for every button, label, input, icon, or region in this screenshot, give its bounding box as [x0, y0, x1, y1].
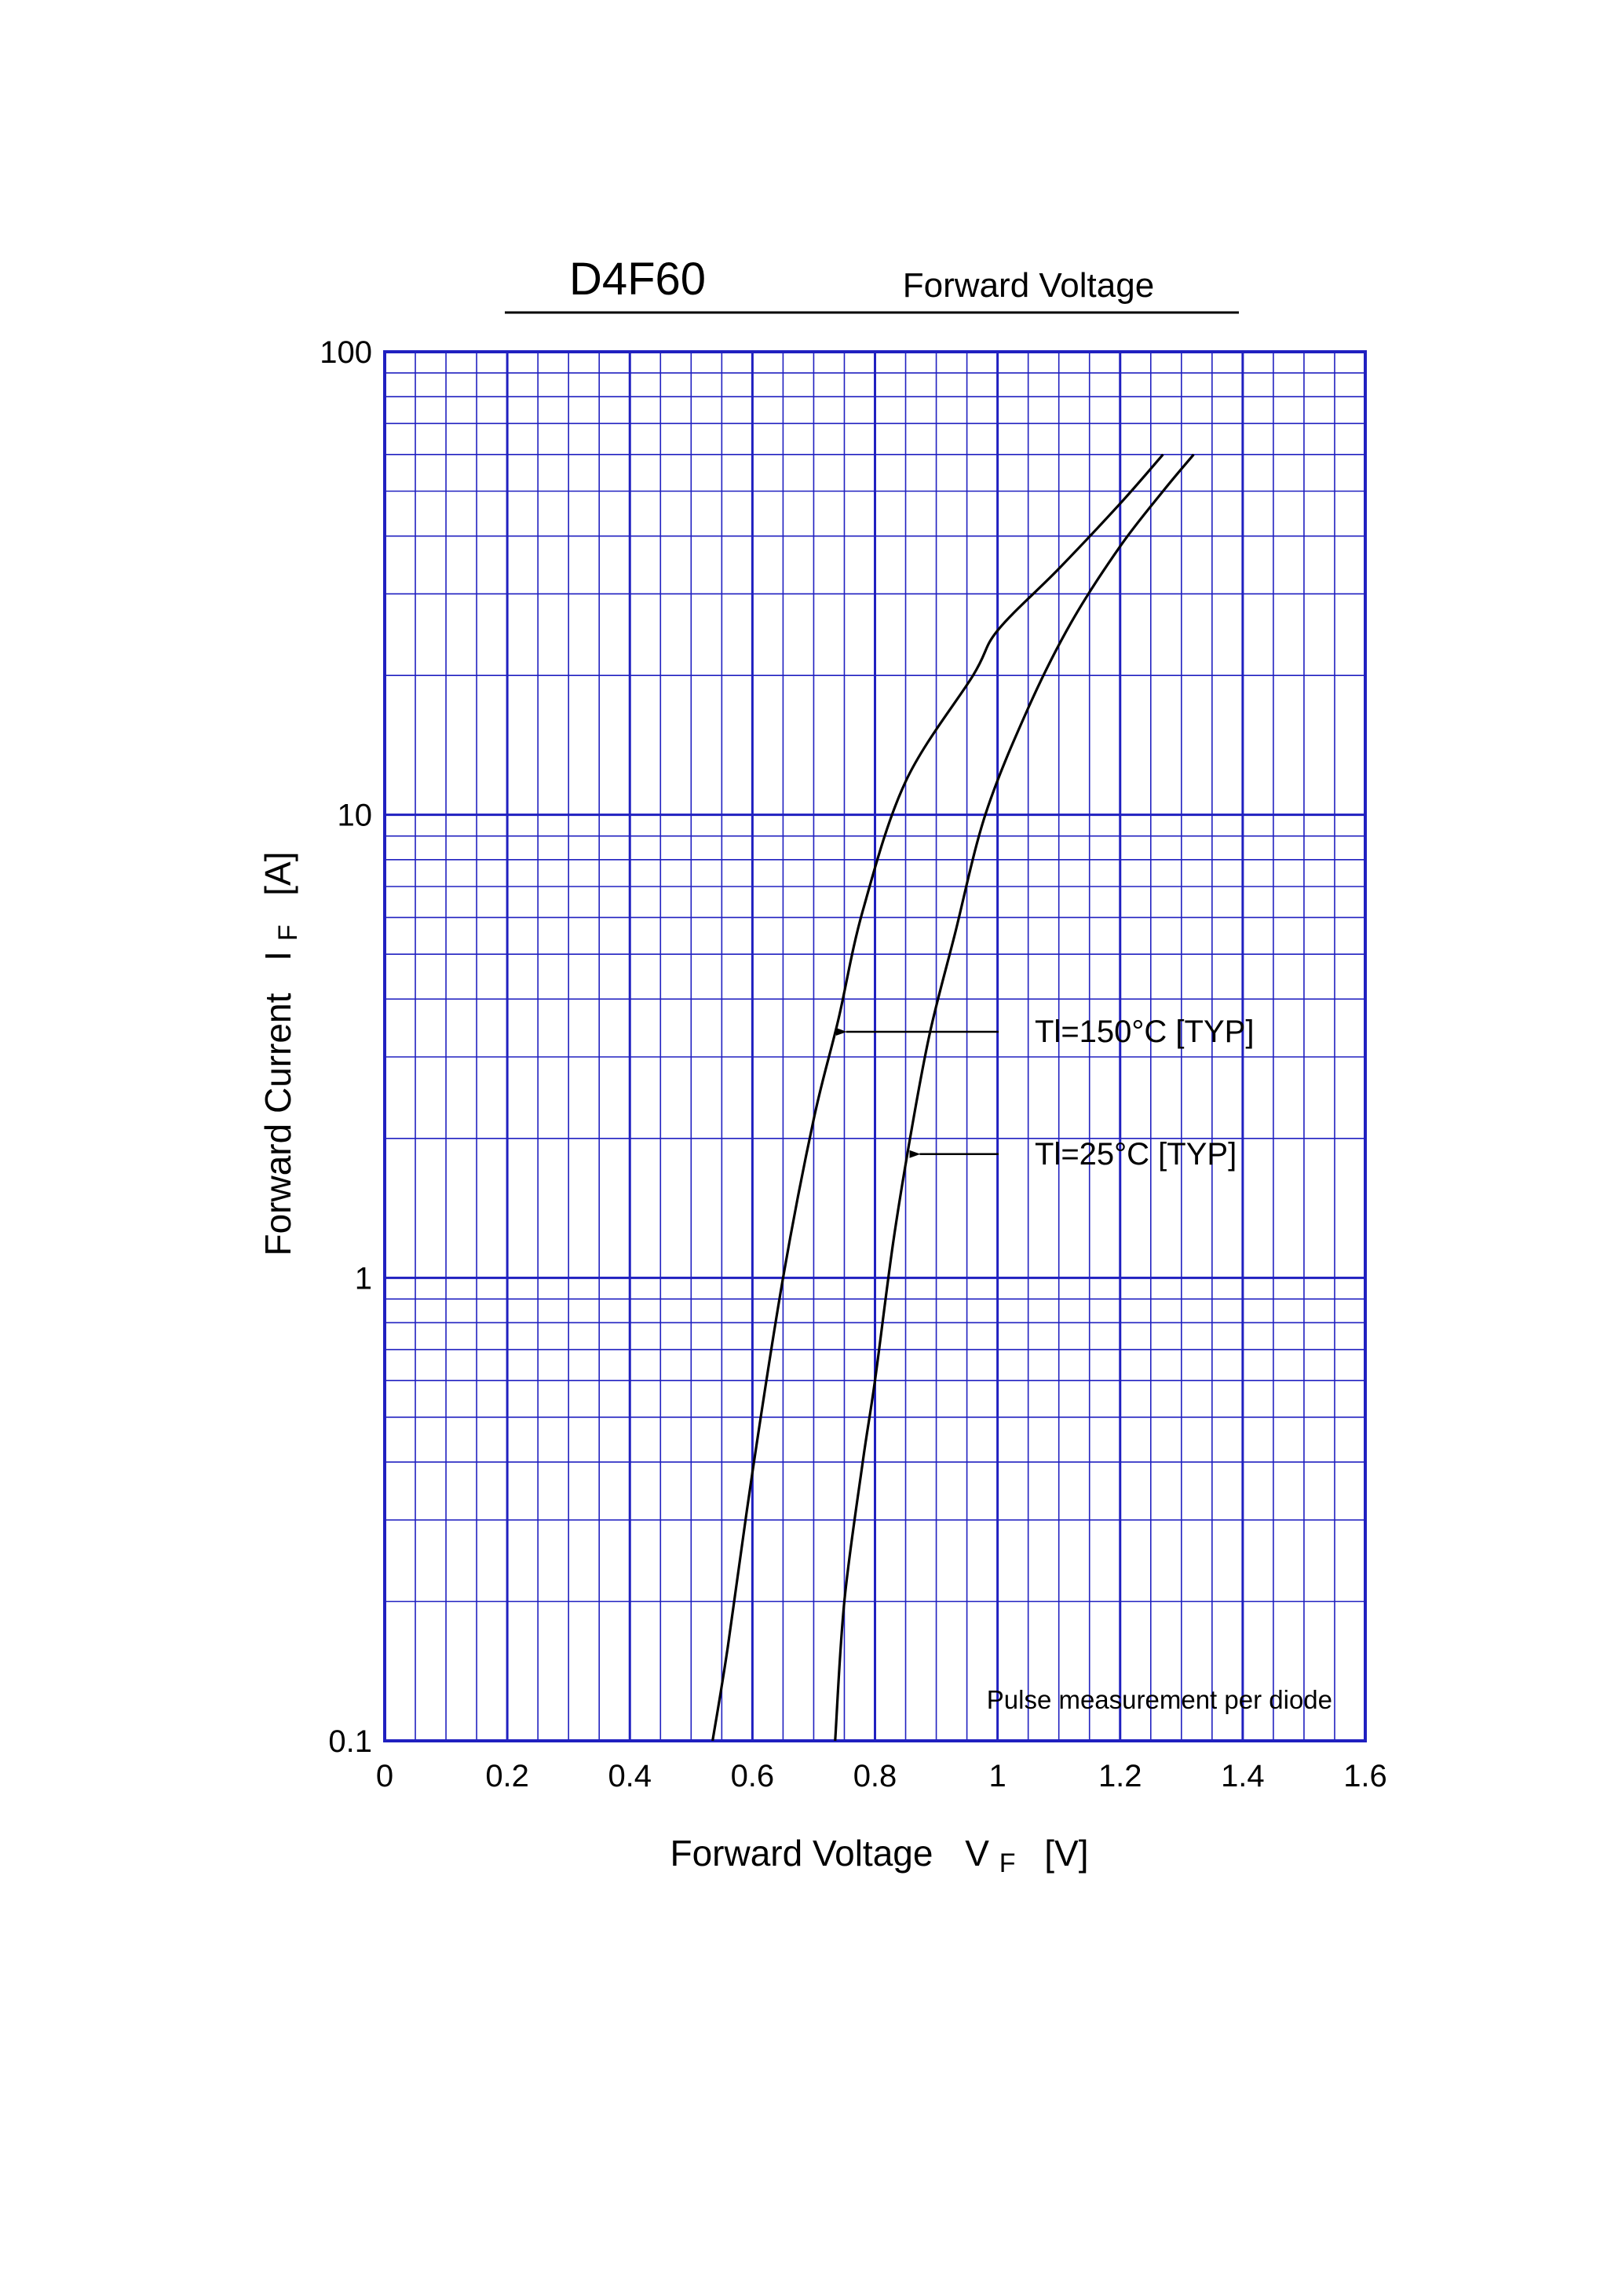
x-axis-label-symbol: V: [965, 1833, 989, 1874]
x-tick-label: 0.2: [485, 1759, 529, 1793]
plot-frame: [383, 350, 1367, 1742]
y-tick-label: 1: [355, 1261, 372, 1296]
y-axis-label-unit: [A]: [258, 851, 298, 895]
annotation-label-25c: Tl=25°C [TYP]: [1035, 1137, 1237, 1172]
x-axis-label-subscript: F: [999, 1848, 1016, 1878]
y-tick-label: 10: [338, 799, 373, 833]
x-tick-label: 0.8: [853, 1759, 897, 1793]
x-tick-label: 1: [989, 1759, 1006, 1793]
annotation-label-150c: Tl=150°C [TYP]: [1035, 1015, 1254, 1049]
series-line-25c: [834, 453, 1195, 1741]
x-tick-label: 0.6: [731, 1759, 775, 1793]
annotation-150c: Tl=150°C [TYP]: [835, 1015, 1254, 1049]
grid-major-lines: [385, 352, 1365, 1741]
measurement-note: Pulse measurement per diode: [987, 1685, 1332, 1714]
y-axis-label-symbol: I: [258, 951, 298, 961]
chart-title: D4F60: [569, 254, 706, 305]
grid-minor-lines: [385, 352, 1365, 1741]
y-axis-label-main: Forward Current: [258, 993, 298, 1256]
x-tick-label: 1.2: [1098, 1759, 1142, 1793]
x-tick-label: 1.6: [1343, 1759, 1387, 1793]
chart-subtitle: Forward Voltage: [903, 266, 1154, 305]
x-tick-label: 0: [376, 1759, 393, 1793]
x-axis-ticks: 0 0.2 0.4 0.6 0.8 1 1.2 1.4 1.6: [376, 1759, 1387, 1793]
series-layer: [711, 453, 1195, 1741]
x-axis-label-unit: [V]: [1044, 1833, 1088, 1874]
x-tick-label: 0.4: [608, 1759, 652, 1793]
annotation-25c: Tl=25°C [TYP]: [909, 1137, 1237, 1172]
y-tick-label: 0.1: [328, 1724, 372, 1759]
x-tick-label: 1.4: [1221, 1759, 1265, 1793]
x-axis-label: Forward Voltage V F [V]: [670, 1833, 1088, 1880]
y-tick-label: 100: [320, 335, 372, 370]
y-axis-label-subscript: F: [273, 925, 303, 941]
y-axis-label: Forward Current I F [A]: [258, 851, 305, 1256]
series-line-150c: [711, 453, 1164, 1741]
y-axis-ticks: 0.1 1 10 100: [320, 335, 372, 1759]
x-axis-label-main: Forward Voltage: [670, 1833, 933, 1874]
